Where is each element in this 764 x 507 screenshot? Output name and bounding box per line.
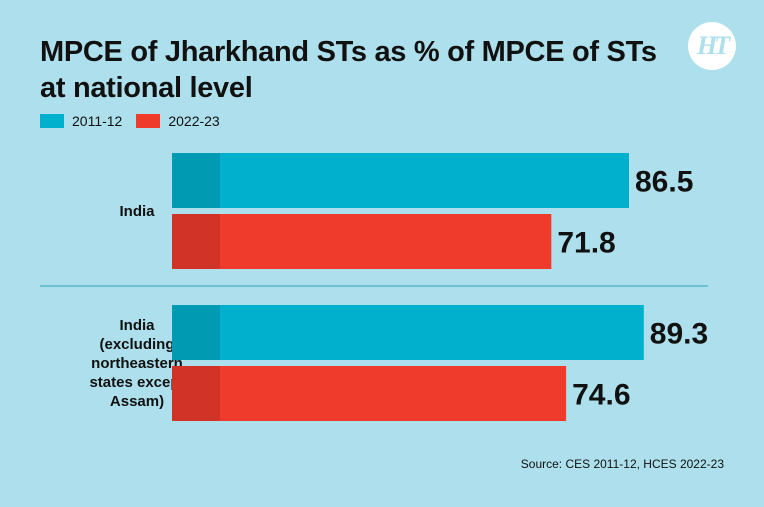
category-label: states except — [89, 374, 184, 391]
bar — [172, 305, 644, 360]
bar-shade — [172, 305, 220, 360]
ht-logo: HT — [688, 22, 736, 70]
legend-swatch-2011 — [40, 114, 64, 128]
legend-item-2011: 2011-12 — [40, 113, 122, 129]
category-label: India — [119, 203, 155, 220]
bar — [172, 153, 629, 208]
legend-item-2022: 2022-23 — [136, 113, 220, 129]
data-label: 89.3 — [650, 318, 708, 351]
legend-swatch-2022 — [136, 114, 161, 128]
data-label: 71.8 — [557, 227, 615, 260]
data-label: 86.5 — [635, 166, 693, 199]
legend: 2011-12 2022-23 — [40, 113, 226, 129]
bar — [172, 214, 552, 269]
bar — [172, 366, 567, 421]
category-label: India — [119, 317, 155, 334]
source-note: Source: CES 2011-12, HCES 2022-23 — [520, 457, 724, 471]
category-label: (excluding — [99, 336, 174, 353]
data-label: 74.6 — [572, 379, 630, 412]
bar-shade — [172, 153, 220, 208]
category-label: northeastern — [91, 355, 183, 372]
category-label: Assam) — [110, 393, 164, 410]
legend-label-2022: 2022-23 — [168, 113, 220, 129]
bar-shade — [172, 366, 220, 421]
legend-label-2011: 2011-12 — [72, 113, 123, 129]
chart-title: MPCE of Jharkhand STs as % of MPCE of ST… — [40, 36, 657, 104]
bar-shade — [172, 214, 220, 269]
